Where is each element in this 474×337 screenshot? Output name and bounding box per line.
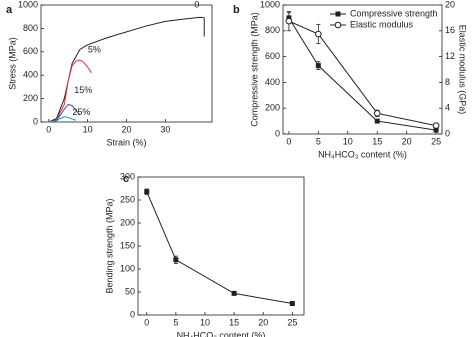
series-line <box>48 16 205 123</box>
marker <box>289 301 295 306</box>
x-tick-label: 0 <box>286 136 291 146</box>
y-tick-label: 400 <box>23 70 38 80</box>
y-tick-label: 0 <box>130 309 135 319</box>
marker <box>173 257 179 263</box>
x-tick-label: 10 <box>83 124 93 134</box>
panel-label: a <box>6 4 13 16</box>
x-tick-label: 0 <box>46 124 51 134</box>
y-tick-label: 1000 <box>18 0 38 9</box>
y-tick-label: 800 <box>23 23 38 33</box>
y-axis-label: Compressive strength (MPa) <box>249 12 259 127</box>
series-label: 0 <box>194 0 199 10</box>
marker <box>335 11 341 17</box>
y-tick-label: 600 <box>23 46 38 56</box>
x-tick-label: 25 <box>287 317 297 327</box>
x-tick-label: 5 <box>316 136 321 146</box>
marker <box>374 118 380 124</box>
panel-label: c <box>123 173 129 185</box>
x-tick-label: 30 <box>160 124 170 134</box>
legend-label: Compressive strength <box>350 8 438 18</box>
marker <box>315 30 322 38</box>
series-line <box>48 59 92 123</box>
y2-axis-label: Elastic modulus (GPa) <box>458 25 468 115</box>
x-tick-label: 15 <box>229 317 239 327</box>
series-line <box>288 20 437 127</box>
x-tick-label: 10 <box>343 136 353 146</box>
marker <box>373 110 381 117</box>
y2-tick-label: 8 <box>445 77 450 87</box>
y2-tick-label: 20 <box>445 0 455 9</box>
y-tick-label: 0 <box>275 128 280 138</box>
x-tick-label: 15 <box>372 136 382 146</box>
y-tick-label: 300 <box>120 171 135 181</box>
x-tick-label: 20 <box>121 124 131 134</box>
marker <box>315 63 321 69</box>
y2-tick-label: 16 <box>445 25 455 35</box>
y-tick-label: 200 <box>23 93 38 103</box>
y-tick-label: 100 <box>120 263 135 273</box>
marker <box>433 127 439 133</box>
y-tick-label: 0 <box>33 116 38 126</box>
legend-label: Elastic modulus <box>350 19 414 29</box>
y-tick-label: 250 <box>120 194 135 204</box>
x-tick-label: 10 <box>200 317 210 327</box>
x-tick-label: 5 <box>173 317 178 327</box>
series-line <box>288 17 437 131</box>
x-tick-label: 25 <box>431 136 441 146</box>
marker <box>432 122 440 129</box>
x-axis-label: Strain (%) <box>106 137 146 147</box>
y-axis-label: Bending strength (MPa) <box>104 198 114 293</box>
panel-label: b <box>233 4 240 16</box>
series-line <box>146 191 293 304</box>
y-tick-label: 150 <box>120 240 135 250</box>
y2-tick-label: 4 <box>445 103 450 113</box>
y-tick-label: 1000 <box>260 0 280 9</box>
plot-frame <box>137 176 305 316</box>
series-label: 5% <box>88 44 101 54</box>
plot-frame <box>40 4 213 123</box>
x-axis-label: NH₄HCO₃ content (%) <box>318 149 407 159</box>
y-tick-label: 600 <box>265 51 280 61</box>
y-tick-label: 200 <box>265 103 280 113</box>
series-line <box>48 116 77 123</box>
x-tick-label: 20 <box>402 136 412 146</box>
y2-tick-label: 0 <box>445 128 450 138</box>
marker <box>144 189 150 195</box>
y-tick-label: 200 <box>120 217 135 227</box>
plot-frame <box>282 4 443 135</box>
x-tick-label: 20 <box>258 317 268 327</box>
y-tick-label: 50 <box>125 286 135 296</box>
x-axis-label: NH₄HCO₃ content (%) <box>177 330 266 337</box>
series-label: 25% <box>72 107 90 117</box>
y-axis-label: Stress (MPa) <box>7 37 17 90</box>
y-tick-label: 800 <box>265 25 280 35</box>
marker <box>231 290 237 296</box>
y2-tick-label: 12 <box>445 51 455 61</box>
series-line <box>48 103 81 123</box>
y-tick-label: 400 <box>265 77 280 87</box>
series-label: 15% <box>74 85 92 95</box>
x-tick-label: 0 <box>144 317 149 327</box>
marker <box>285 17 293 25</box>
marker <box>334 21 342 29</box>
